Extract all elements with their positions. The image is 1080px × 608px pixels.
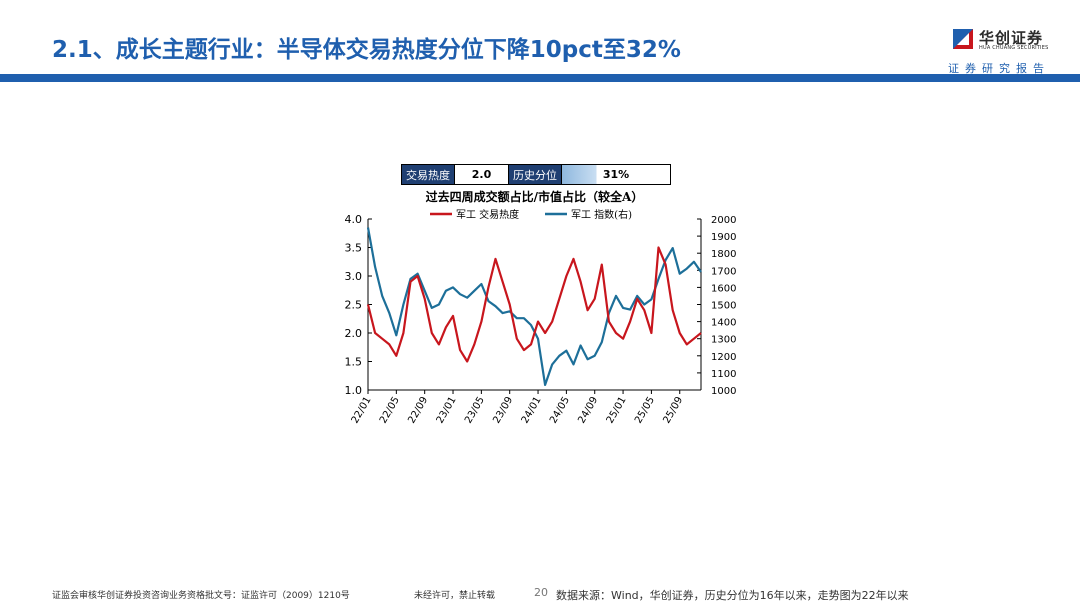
- y-right-tick-label: 1700: [711, 266, 736, 277]
- y-right-tick-label: 1400: [711, 318, 736, 329]
- x-tick-label: 22/05: [378, 395, 402, 425]
- chart-title: 过去四周成交额占比/市值占比（较全A）: [426, 189, 644, 204]
- x-tick-label: 23/01: [435, 395, 459, 425]
- percentile-label: 历史分位: [509, 165, 562, 184]
- y-left-tick-label: 4.0: [345, 213, 363, 226]
- y-left-tick-label: 3.0: [345, 270, 363, 283]
- y-right-tick-label: 1200: [711, 352, 736, 363]
- logo-subtitle: 证券研究报告: [948, 62, 1050, 75]
- legend-label: 军工 指数(右): [571, 208, 632, 221]
- logo-text-en: HUA CHUANG SECURITIES: [979, 45, 1049, 51]
- x-tick-label: 23/05: [463, 395, 487, 425]
- y-left-tick-label: 2.5: [345, 299, 363, 312]
- x-tick-label: 25/09: [661, 395, 685, 425]
- title-rule: [0, 74, 1080, 82]
- x-tick-label: 23/09: [491, 395, 515, 425]
- y-right-tick-label: 1300: [711, 335, 736, 346]
- x-tick-label: 25/01: [605, 395, 629, 425]
- footer-notice: 未经许可，禁止转载: [414, 591, 496, 601]
- series-line-heat: [366, 246, 702, 363]
- logo-mark-icon: [953, 29, 973, 49]
- page-number: 20: [534, 586, 548, 599]
- x-tick-label: 22/09: [406, 395, 430, 425]
- legend-label: 军工 交易热度: [456, 208, 519, 221]
- brand-logo: 华创证券 HUA CHUANG SECURITIES: [953, 27, 1063, 67]
- heat-label: 交易热度: [402, 165, 455, 184]
- x-tick-label: 25/05: [633, 395, 657, 425]
- series-line-index: [366, 227, 702, 386]
- x-tick-label: 22/01: [350, 395, 374, 425]
- logo-text-cn: 华创证券: [979, 29, 1044, 47]
- percentile-value: 31%: [562, 165, 670, 184]
- y-right-tick-label: 1000: [711, 386, 736, 397]
- y-right-tick-label: 1600: [711, 283, 736, 294]
- y-right-tick-label: 1800: [711, 249, 736, 260]
- x-tick-label: 24/01: [520, 395, 544, 425]
- y-left-tick-label: 2.0: [345, 327, 363, 340]
- stat-summary-box: 交易热度 2.0 历史分位 31%: [401, 164, 671, 185]
- y-left-tick-label: 1.5: [345, 356, 363, 369]
- y-right-tick-label: 2000: [711, 215, 736, 226]
- y-left-tick-label: 3.5: [345, 242, 363, 255]
- y-right-tick-label: 1100: [711, 369, 736, 380]
- y-right-tick-label: 1900: [711, 232, 736, 243]
- x-tick-label: 24/05: [548, 395, 572, 425]
- y-left-tick-label: 1.0: [345, 384, 363, 397]
- data-source: 数据来源：Wind，华创证券，历史分位为16年以来，走势图为22年以来: [556, 589, 909, 602]
- footer-license: 证监会审核华创证券投资咨询业务资格批文号：证监许可（2009）1210号: [52, 591, 350, 601]
- y-right-tick-label: 1500: [711, 301, 736, 312]
- heat-value: 2.0: [455, 165, 509, 184]
- x-tick-label: 24/09: [576, 395, 600, 425]
- slide-title: 2.1、成长主题行业：半导体交易热度分位下降10pct至32%: [52, 37, 681, 63]
